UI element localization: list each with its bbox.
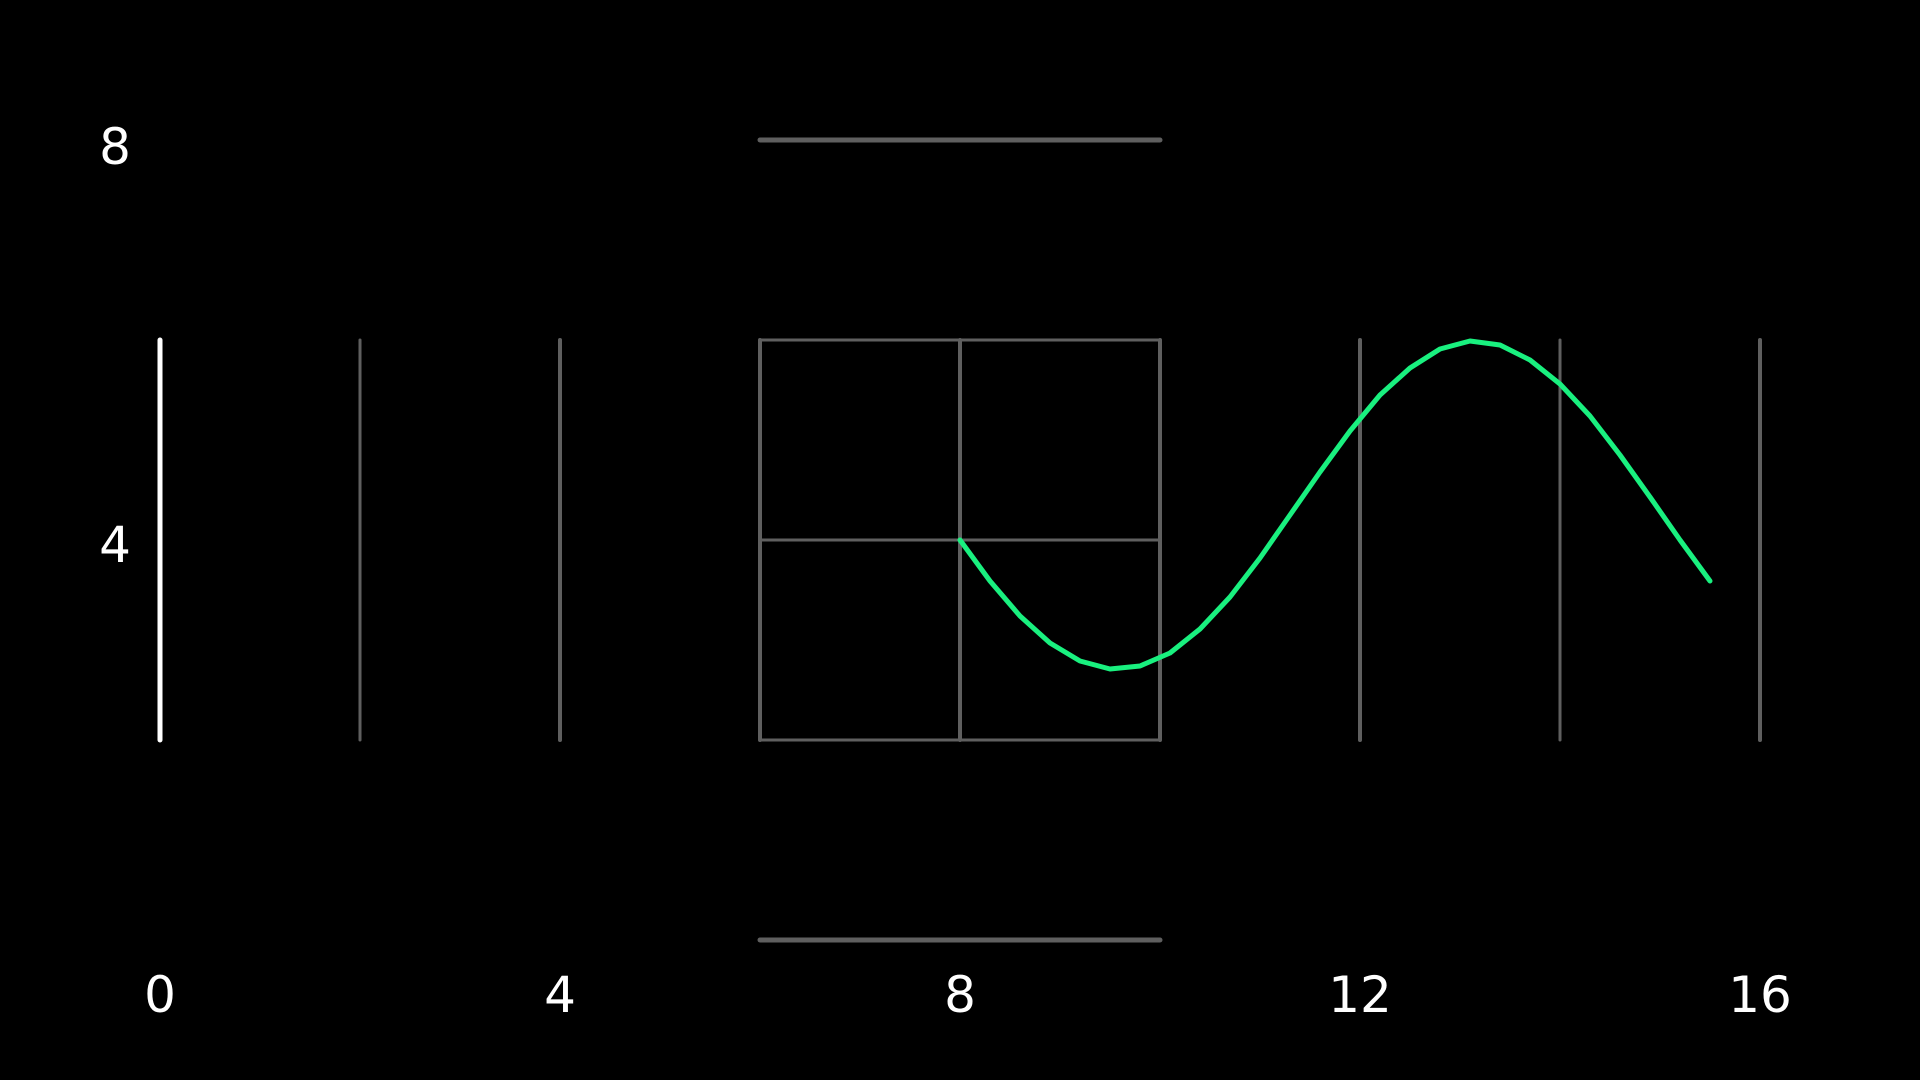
- x-tick-label-0: 0: [144, 966, 176, 1024]
- horizontal-gridlines: [757, 137, 1163, 943]
- y-tick-label-4: 4: [99, 516, 131, 574]
- x-tick-label-12: 12: [1328, 966, 1392, 1024]
- x-tick-label-4: 4: [544, 966, 576, 1024]
- y-tick-label-8: 8: [99, 118, 131, 176]
- y-tick-labels: 48: [99, 118, 131, 574]
- series-line: [957, 338, 1713, 672]
- x-tick-label-16: 16: [1728, 966, 1792, 1024]
- x-tick-label-8: 8: [944, 966, 976, 1024]
- x-tick-labels: 0 4 8 12 16: [144, 966, 1792, 1024]
